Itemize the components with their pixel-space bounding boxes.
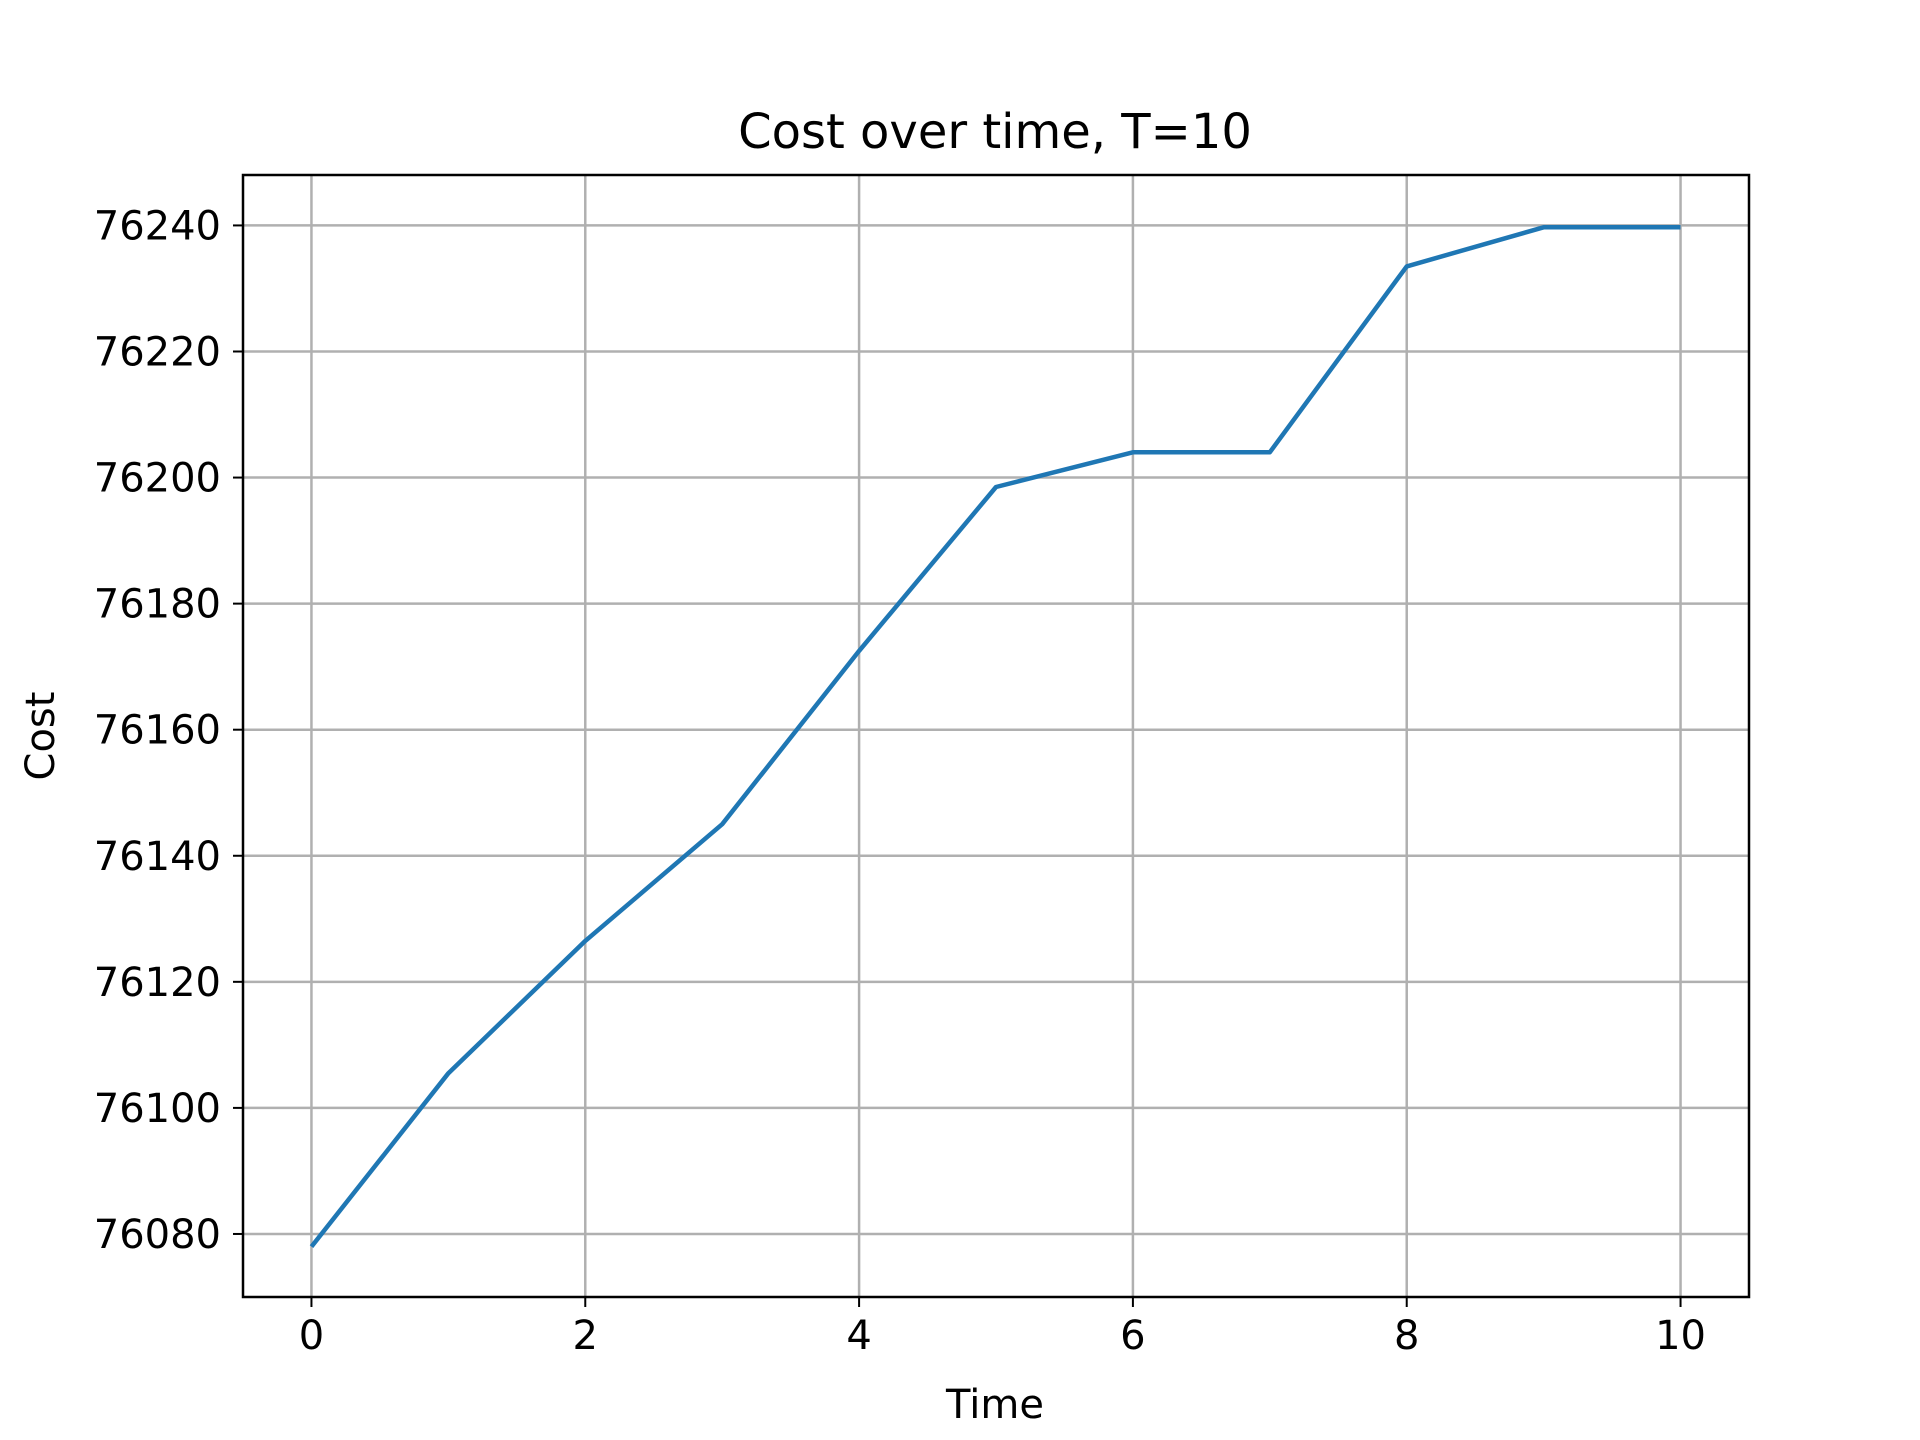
y-axis-title: Cost <box>18 692 64 781</box>
axes-frame <box>241 173 1751 1299</box>
y-tick-label: 76100 <box>94 1086 221 1132</box>
series-layer <box>309 225 1681 1248</box>
x-tick-label: 4 <box>846 1313 871 1359</box>
y-tick-label: 76220 <box>94 329 221 375</box>
chart-title: Cost over time, T=10 <box>738 104 1252 160</box>
y-tick-label: 76120 <box>94 960 221 1006</box>
y-tick-label: 76240 <box>94 203 221 249</box>
x-axis-title: Time <box>945 1382 1044 1428</box>
y-tick-label: 76080 <box>94 1212 221 1258</box>
grid <box>243 175 1749 1297</box>
x-tick-label: 0 <box>299 1313 324 1359</box>
x-tick-label: 10 <box>1655 1313 1706 1359</box>
x-tick-label: 2 <box>573 1313 598 1359</box>
x-tick-label: 8 <box>1394 1313 1419 1359</box>
y-tick-label: 76180 <box>94 582 221 628</box>
x-tick-label: 6 <box>1120 1313 1145 1359</box>
series-line <box>309 225 1681 1248</box>
x-axis: 0 2 4 6 8 10 <box>299 1297 1706 1359</box>
y-tick-label: 76160 <box>94 708 221 754</box>
y-tick-label: 76140 <box>94 834 221 880</box>
y-axis: 76080 76100 76120 76140 76160 76180 76200 76220… <box>94 203 243 1258</box>
y-tick-label: 76200 <box>94 456 221 502</box>
